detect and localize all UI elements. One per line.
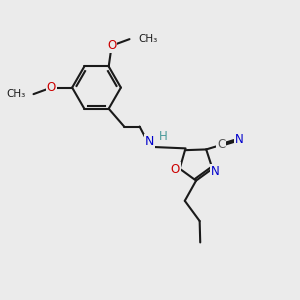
Text: C: C	[217, 139, 225, 152]
Text: O: O	[171, 163, 180, 176]
Text: CH₃: CH₃	[6, 89, 25, 99]
Text: CH₃: CH₃	[138, 34, 158, 44]
Text: N: N	[235, 133, 243, 146]
Text: N: N	[145, 136, 154, 148]
Text: H: H	[158, 130, 167, 143]
Text: O: O	[47, 81, 56, 94]
Text: O: O	[107, 39, 116, 52]
Text: N: N	[211, 165, 220, 178]
